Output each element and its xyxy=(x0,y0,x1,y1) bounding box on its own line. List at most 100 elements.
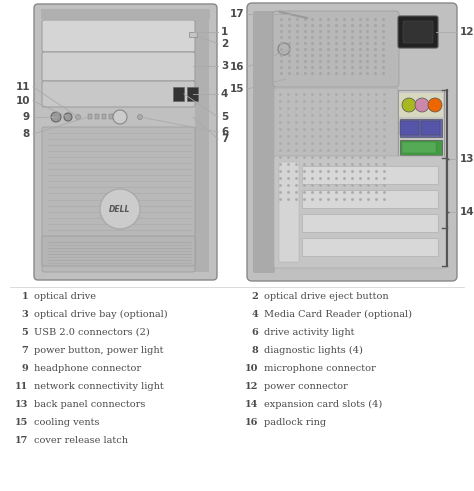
Bar xyxy=(109,114,113,119)
Text: 9: 9 xyxy=(23,112,30,122)
Text: headphone connector: headphone connector xyxy=(34,364,141,373)
FancyBboxPatch shape xyxy=(42,20,195,52)
FancyBboxPatch shape xyxy=(273,11,399,87)
Circle shape xyxy=(278,43,290,55)
Bar xyxy=(398,90,444,228)
Text: padlock ring: padlock ring xyxy=(264,418,326,427)
Text: optical drive: optical drive xyxy=(34,292,96,301)
Bar xyxy=(95,114,99,119)
FancyBboxPatch shape xyxy=(398,16,438,48)
Text: 17: 17 xyxy=(15,436,28,445)
Text: network connectivity light: network connectivity light xyxy=(34,382,164,391)
FancyBboxPatch shape xyxy=(274,88,398,212)
Circle shape xyxy=(402,98,416,112)
Text: 9: 9 xyxy=(21,364,28,373)
Text: 6: 6 xyxy=(221,127,228,137)
Text: 13: 13 xyxy=(15,400,28,409)
Bar xyxy=(400,119,442,137)
FancyBboxPatch shape xyxy=(253,11,275,273)
Text: power button, power light: power button, power light xyxy=(34,346,164,355)
Text: 2: 2 xyxy=(251,292,258,301)
FancyBboxPatch shape xyxy=(421,160,440,170)
Circle shape xyxy=(64,113,72,121)
Circle shape xyxy=(428,98,442,112)
Text: microphone connector: microphone connector xyxy=(264,364,376,373)
Circle shape xyxy=(113,110,127,124)
Text: 16: 16 xyxy=(229,62,244,72)
Text: 2: 2 xyxy=(221,39,228,49)
Bar xyxy=(279,162,299,262)
Text: 12: 12 xyxy=(245,382,258,391)
Text: 1: 1 xyxy=(21,292,28,301)
Bar xyxy=(302,166,438,184)
Text: power connector: power connector xyxy=(264,382,348,391)
Bar xyxy=(400,158,442,184)
Text: back panel connectors: back panel connectors xyxy=(34,400,146,409)
Text: 5: 5 xyxy=(21,328,28,337)
Bar xyxy=(400,121,419,135)
Bar xyxy=(402,142,436,153)
Text: expansion card slots (4): expansion card slots (4) xyxy=(264,400,382,409)
Text: 12: 12 xyxy=(460,27,474,37)
Text: 3: 3 xyxy=(221,61,228,71)
Text: cover release latch: cover release latch xyxy=(34,436,128,445)
Text: 10: 10 xyxy=(245,364,258,373)
Text: 11: 11 xyxy=(16,82,30,92)
Bar xyxy=(102,114,106,119)
Text: optical drive eject button: optical drive eject button xyxy=(264,292,389,301)
Text: 14: 14 xyxy=(245,400,258,409)
Bar xyxy=(187,87,198,101)
Circle shape xyxy=(75,114,81,119)
FancyBboxPatch shape xyxy=(401,171,420,183)
FancyBboxPatch shape xyxy=(42,52,195,81)
Text: Media Card Reader (optional): Media Card Reader (optional) xyxy=(264,310,412,319)
Text: 17: 17 xyxy=(229,9,244,19)
Text: 4: 4 xyxy=(221,89,228,99)
Text: 16: 16 xyxy=(245,418,258,427)
Text: USB 2.0 connectors (2): USB 2.0 connectors (2) xyxy=(34,328,150,337)
Text: 7: 7 xyxy=(221,134,228,144)
FancyBboxPatch shape xyxy=(42,236,195,266)
Text: 3: 3 xyxy=(21,310,28,319)
Bar xyxy=(302,214,438,232)
Bar xyxy=(302,190,438,208)
Bar xyxy=(195,12,209,272)
Bar xyxy=(422,209,438,221)
Bar xyxy=(189,32,197,37)
Circle shape xyxy=(415,98,429,112)
Text: 8: 8 xyxy=(251,346,258,355)
FancyBboxPatch shape xyxy=(403,21,433,43)
Text: 15: 15 xyxy=(229,84,244,94)
Text: 15: 15 xyxy=(15,418,28,427)
Text: 7: 7 xyxy=(21,346,28,355)
Text: 4: 4 xyxy=(251,310,258,319)
Bar xyxy=(302,238,438,256)
Text: 6: 6 xyxy=(251,328,258,337)
FancyBboxPatch shape xyxy=(421,171,440,183)
FancyBboxPatch shape xyxy=(247,3,457,281)
FancyBboxPatch shape xyxy=(400,188,440,208)
FancyBboxPatch shape xyxy=(274,156,446,268)
Text: 11: 11 xyxy=(15,382,28,391)
FancyBboxPatch shape xyxy=(41,9,210,19)
Text: drive activity light: drive activity light xyxy=(264,328,355,337)
Text: 13: 13 xyxy=(460,154,474,164)
Text: diagnostic lights (4): diagnostic lights (4) xyxy=(264,346,363,355)
Circle shape xyxy=(100,189,140,229)
Bar xyxy=(401,209,419,221)
FancyBboxPatch shape xyxy=(42,81,195,107)
Text: 10: 10 xyxy=(16,96,30,106)
Bar xyxy=(173,87,184,101)
FancyBboxPatch shape xyxy=(42,127,195,272)
Text: 8: 8 xyxy=(23,129,30,139)
Bar xyxy=(400,140,442,155)
Text: optical drive bay (optional): optical drive bay (optional) xyxy=(34,310,168,319)
Circle shape xyxy=(137,114,143,119)
Text: cooling vents: cooling vents xyxy=(34,418,100,427)
Bar xyxy=(400,187,442,223)
Bar xyxy=(88,114,92,119)
FancyBboxPatch shape xyxy=(401,160,420,170)
Text: DELL: DELL xyxy=(109,204,131,214)
Text: 5: 5 xyxy=(221,112,228,122)
FancyBboxPatch shape xyxy=(399,93,443,117)
